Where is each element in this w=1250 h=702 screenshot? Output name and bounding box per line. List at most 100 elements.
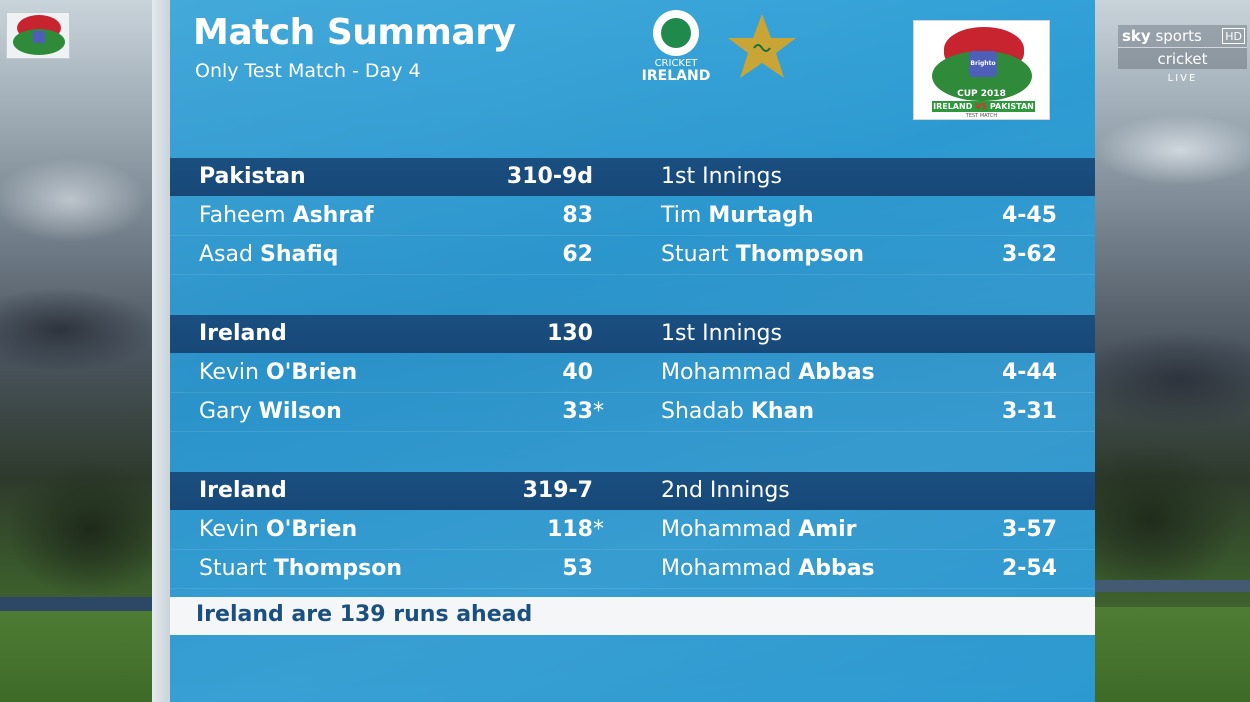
bowler-name: Shadab Khan xyxy=(661,399,814,424)
batter-last-name: Wilson xyxy=(258,399,342,424)
cup-team-b: PAKISTAN xyxy=(989,102,1034,111)
bowler-first-name: Mohammad xyxy=(661,360,792,385)
team-name: Ireland xyxy=(199,478,287,503)
hd-badge: HD xyxy=(1222,28,1245,44)
innings-label: 1st Innings xyxy=(661,164,782,189)
cricket-ireland-line1: CRICKET xyxy=(654,58,698,69)
innings-label: 2nd Innings xyxy=(661,478,790,503)
batter-first-name: Gary xyxy=(199,399,252,424)
background-boards-left xyxy=(0,597,155,611)
shamrock-icon xyxy=(653,10,699,56)
bowler-name: Stuart Thompson xyxy=(661,242,864,267)
batter-first-name: Kevin xyxy=(199,517,259,542)
innings-header: Ireland 319-7 2nd Innings xyxy=(170,472,1095,510)
live-indicator: LIVE xyxy=(1167,73,1198,84)
cricket-ireland-logo: CRICKET IRELAND xyxy=(638,10,714,86)
pakistan-cricket-logo xyxy=(726,12,802,82)
table-row: Asad Shafiq 62 Stuart Thompson 3-62 xyxy=(170,236,1095,275)
match-status-bar: Ireland are 139 runs ahead xyxy=(170,597,1095,635)
runs-value: 33 xyxy=(562,399,593,424)
batter-first-name: Asad xyxy=(199,242,253,267)
background-trees-left xyxy=(0,440,160,600)
bowling-figures: 4-44 xyxy=(1001,360,1057,385)
channel-name: cricket xyxy=(1118,47,1247,69)
bowler-name: Mohammad Abbas xyxy=(661,556,875,581)
cup-vs: VS xyxy=(975,102,988,111)
runs-value: 40 xyxy=(562,360,593,385)
bowler-last-name: Abbas xyxy=(798,556,875,581)
cup-team-a: IRELAND xyxy=(933,102,973,111)
corner-tournament-logo xyxy=(6,12,70,59)
bowler-first-name: Mohammad xyxy=(661,517,792,542)
bowling-figures: 3-57 xyxy=(1001,517,1057,542)
bowler-last-name: Murtagh xyxy=(708,203,814,228)
bowler-name: Tim Murtagh xyxy=(661,203,814,228)
not-out-marker: * xyxy=(593,517,604,542)
batter-runs: 40 xyxy=(470,360,593,385)
runs-value: 62 xyxy=(562,242,593,267)
batter-name: Asad Shafiq xyxy=(199,242,338,267)
bowler-last-name: Khan xyxy=(750,399,815,424)
background-boards-right xyxy=(1090,580,1250,592)
batter-last-name: Thompson xyxy=(273,556,403,581)
page-title: Match Summary xyxy=(193,12,516,53)
innings-header: Pakistan 310-9d 1st Innings xyxy=(170,158,1095,196)
broadcaster-brand: sky sports HD xyxy=(1118,25,1247,47)
team-score: 130 xyxy=(547,321,593,346)
bowler-last-name: Abbas xyxy=(798,360,875,385)
not-out-marker: * xyxy=(593,399,604,424)
team-score: 319-7 xyxy=(522,478,593,503)
innings-header: Ireland 130 1st Innings xyxy=(170,315,1095,353)
batter-last-name: O'Brien xyxy=(265,360,358,385)
background-trees-right xyxy=(1080,420,1250,600)
batter-runs: 33 * xyxy=(470,399,604,424)
batter-last-name: Shafiq xyxy=(259,242,339,267)
batter-name: Faheem Ashraf xyxy=(199,203,374,228)
table-row: Stuart Thompson 53 Mohammad Abbas 2-54 xyxy=(170,550,1095,589)
sponsor-emblem-icon xyxy=(33,31,45,43)
bowler-first-name: Mohammad xyxy=(661,556,792,581)
batter-runs: 62 xyxy=(470,242,593,267)
batter-runs: 53 xyxy=(470,556,593,581)
cup-teams-bar: IRELAND VS PAKISTAN xyxy=(932,101,1035,112)
broadcaster-badge: sky sports HD cricket xyxy=(1118,25,1247,71)
cup-tag: TEST MATCH xyxy=(965,113,998,119)
brand-sports: sports xyxy=(1155,27,1202,45)
match-summary-panel: Match Summary Only Test Match - Day 4 CR… xyxy=(170,0,1095,702)
bowler-last-name: Amir xyxy=(798,517,857,542)
runs-value: 118 xyxy=(547,517,593,542)
batter-name: Kevin O'Brien xyxy=(199,360,357,385)
batter-first-name: Kevin xyxy=(199,360,259,385)
runs-value: 83 xyxy=(562,203,593,228)
batter-runs: 83 xyxy=(470,203,593,228)
batter-runs: 118 * xyxy=(470,517,604,542)
bowler-first-name: Shadab xyxy=(661,399,744,424)
bowler-last-name: Thompson xyxy=(735,242,865,267)
table-row: Kevin O'Brien 118 * Mohammad Amir 3-57 xyxy=(170,511,1095,550)
bowling-figures: 3-31 xyxy=(1001,399,1057,424)
table-row: Kevin O'Brien 40 Mohammad Abbas 4-44 xyxy=(170,354,1095,393)
bowling-figures: 2-54 xyxy=(1001,556,1057,581)
bowler-name: Mohammad Amir xyxy=(661,517,857,542)
batter-name: Stuart Thompson xyxy=(199,556,402,581)
bowler-name: Mohammad Abbas xyxy=(661,360,875,385)
sponsor-emblem: Brighto xyxy=(969,51,997,77)
bowling-figures: 4-45 xyxy=(1001,203,1057,228)
team-name: Pakistan xyxy=(199,164,306,189)
page-subtitle: Only Test Match - Day 4 xyxy=(195,60,421,82)
batter-last-name: Ashraf xyxy=(292,203,374,228)
bowling-figures: 3-62 xyxy=(1001,242,1057,267)
brand-sky: sky xyxy=(1122,27,1151,45)
team-name: Ireland xyxy=(199,321,287,346)
bowler-first-name: Tim xyxy=(661,203,702,228)
team-score: 310-9d xyxy=(506,164,593,189)
innings-label: 1st Innings xyxy=(661,321,782,346)
batter-last-name: O'Brien xyxy=(265,517,358,542)
batter-first-name: Stuart xyxy=(199,556,267,581)
match-status-text: Ireland are 139 runs ahead xyxy=(196,602,533,627)
batter-name: Gary Wilson xyxy=(199,399,342,424)
bowler-first-name: Stuart xyxy=(661,242,729,267)
series-cup-logo: Brighto CUP 2018 IRELAND VS PAKISTAN TES… xyxy=(913,20,1050,120)
panel-edge-strip xyxy=(152,0,170,702)
table-row: Faheem Ashraf 83 Tim Murtagh 4-45 xyxy=(170,197,1095,236)
